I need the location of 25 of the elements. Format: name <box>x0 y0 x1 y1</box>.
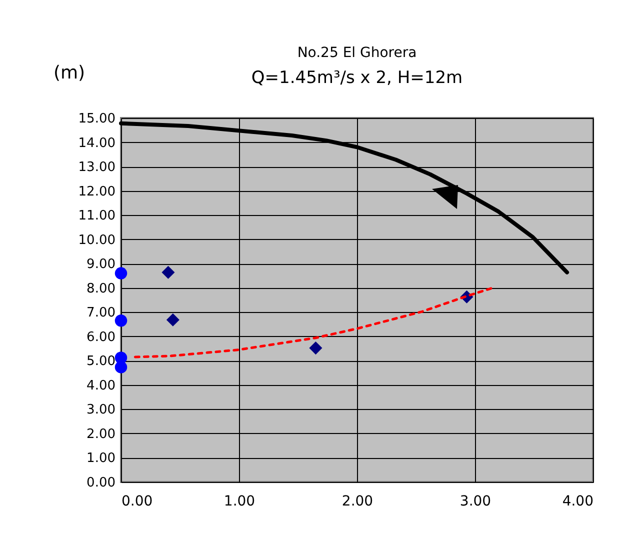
y-tick-label: 5.00 <box>86 354 116 370</box>
y-tick-label: 8.00 <box>86 281 116 296</box>
y-tick-label: 0.00 <box>86 476 116 490</box>
y-tick-label: 10.00 <box>78 232 116 248</box>
chart-title: No.25 El Ghorera <box>297 45 417 61</box>
y-tick-label: 12.00 <box>78 184 116 200</box>
y-tick-label: 3.00 <box>86 402 116 418</box>
y-tick-label: 6.00 <box>86 330 116 345</box>
y-tick-label: 13.00 <box>78 160 116 176</box>
x-tick-label: 2.00 <box>342 494 374 510</box>
y-tick-label: 7.00 <box>86 306 116 321</box>
y-tick-label: 15.00 <box>78 112 116 126</box>
y-tick-label: 11.00 <box>78 208 116 224</box>
x-tick-label: 1.00 <box>224 494 256 510</box>
y-tick-label: 14.00 <box>78 136 116 151</box>
x-tick-label: 3.00 <box>460 494 492 510</box>
y-tick-label: 1.00 <box>86 451 116 466</box>
line-series <box>134 286 494 358</box>
chart-subtitle: Q=1.45m³/s x 2, H=12m <box>251 68 463 88</box>
y-axis-title: (m) <box>54 62 86 84</box>
x-tick-label: 4.00 <box>562 494 594 510</box>
y-tick-label: 4.00 <box>86 378 116 394</box>
x-tick-label: 0.00 <box>122 494 153 510</box>
y-tick-label: 9.00 <box>86 257 116 272</box>
y-tick-label: 2.00 <box>86 426 116 442</box>
